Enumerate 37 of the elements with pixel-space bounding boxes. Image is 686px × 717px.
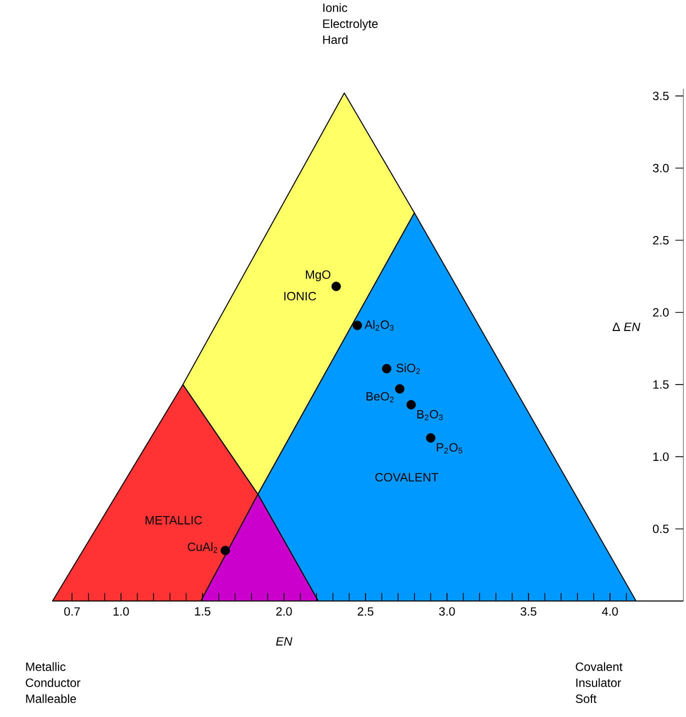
point — [331, 282, 341, 292]
point — [406, 400, 416, 410]
annotation: MgO — [306, 270, 330, 282]
text: Ionic Electrolyte Hard — [323, 3, 378, 44]
y-tick-label: 2.0 — [653, 308, 669, 317]
x-tick-label: 2.5 — [358, 607, 374, 616]
annotation: B$_{2}$O$_{3}$ — [417, 410, 443, 420]
annotation: P$_{2}$O$_{5}$ — [436, 443, 462, 454]
x-tick-label: 4.0 — [602, 607, 618, 616]
y-tick-label: 0.5 — [652, 524, 669, 534]
x-axis-title: EN — [276, 637, 292, 646]
series-label: METALLIC — [146, 516, 202, 524]
y-tick-label: 3.5 — [652, 92, 669, 100]
point — [426, 433, 436, 443]
y-axis-title: Δ EN — [612, 322, 640, 331]
x-tick-label: 0.7 — [64, 607, 80, 616]
annotation: Al$_{2}$O$_{3}$ — [364, 320, 394, 331]
text: Covalent Insulator Soft — [576, 662, 622, 704]
text: Metallic Conductor Malleable — [26, 662, 80, 704]
x-tick-label: 3.5 — [520, 607, 536, 616]
annotation: BeO$_{2}$ — [366, 392, 394, 402]
series-label: COVALENT — [375, 473, 438, 482]
point — [220, 546, 230, 556]
x-tick-label: 1.0 — [114, 607, 129, 616]
series-label: IONIC — [284, 292, 316, 300]
point — [395, 384, 404, 394]
annotation: CuAl$_{2}$ — [188, 542, 218, 553]
x-tick-label: 3.0 — [439, 607, 455, 616]
x-tick-label: 2.0 — [276, 607, 292, 616]
x-tick-label: 1.5 — [195, 607, 210, 616]
y-tick-label: 2.5 — [653, 236, 669, 244]
y-tick-label: 1.0 — [653, 452, 669, 461]
annotation: SiO$_{2}$ — [396, 363, 420, 374]
point — [352, 320, 362, 330]
y-tick-label: 3.0 — [652, 164, 669, 172]
point — [382, 364, 392, 374]
y-tick-label: 1.5 — [653, 380, 669, 389]
